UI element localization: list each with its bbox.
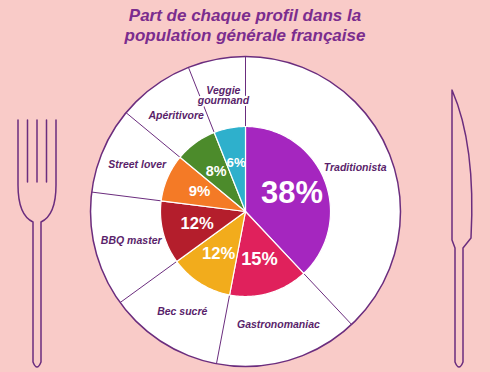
svg-text:15%: 15% [241, 248, 278, 269]
svg-text:12%: 12% [202, 244, 235, 263]
svg-text:6%: 6% [227, 155, 246, 170]
svg-text:9%: 9% [189, 182, 211, 199]
svg-text:12%: 12% [180, 214, 213, 233]
svg-text:38%: 38% [261, 175, 323, 210]
svg-text:Street lover: Street lover [108, 158, 167, 170]
svg-text:Veggiegourmand: Veggiegourmand [197, 84, 250, 107]
svg-text:BBQ master: BBQ master [101, 234, 163, 246]
svg-text:Gastronomaniac: Gastronomaniac [237, 318, 320, 330]
html-text:Part de chaque profil dans la: Part de chaque profil dans la population… [124, 6, 366, 45]
svg-text:8%: 8% [206, 163, 227, 179]
svg-text:Traditionista: Traditionista [324, 161, 387, 173]
svg-text:Apéritivore: Apéritivore [147, 109, 204, 121]
svg-text:Bec sucré: Bec sucré [157, 304, 207, 316]
